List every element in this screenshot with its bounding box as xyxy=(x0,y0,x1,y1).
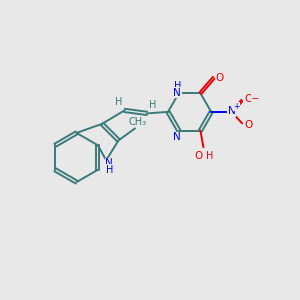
Text: +: + xyxy=(233,102,240,111)
Text: N: N xyxy=(228,106,236,116)
Text: O: O xyxy=(244,94,252,104)
Text: CH₃: CH₃ xyxy=(129,117,147,127)
Text: H: H xyxy=(174,81,181,91)
Text: O: O xyxy=(215,73,224,82)
Text: H: H xyxy=(116,97,123,107)
Text: O: O xyxy=(195,151,203,160)
Text: O: O xyxy=(244,120,252,130)
Text: N: N xyxy=(173,132,181,142)
Text: H: H xyxy=(206,151,213,160)
Text: N: N xyxy=(173,88,181,98)
Text: H: H xyxy=(149,100,156,110)
Text: H: H xyxy=(106,165,113,175)
Text: −: − xyxy=(251,94,260,104)
Text: N: N xyxy=(105,158,113,168)
